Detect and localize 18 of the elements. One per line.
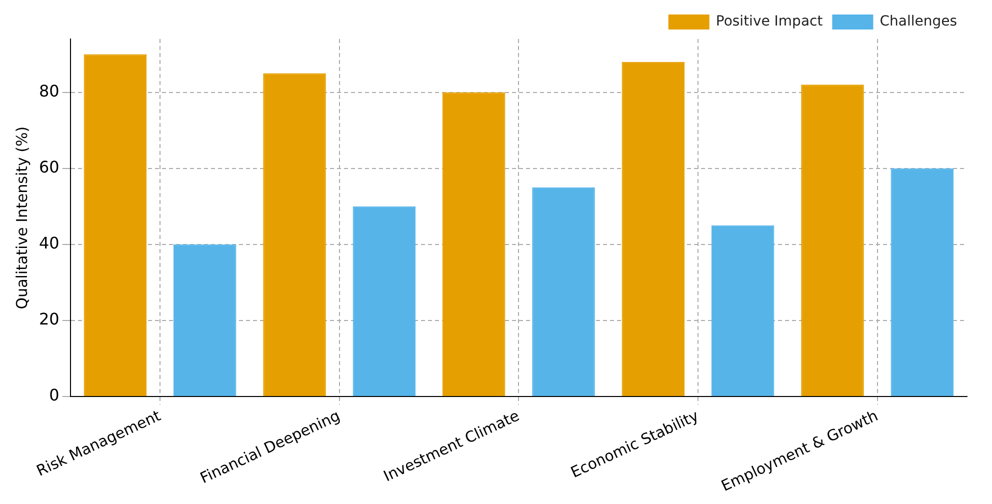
bar <box>622 62 685 396</box>
y-tick-label: 60 <box>39 158 60 176</box>
bar <box>801 84 864 396</box>
bar <box>442 92 506 396</box>
y-tick-label: 40 <box>39 234 60 253</box>
legend-label: Challenges <box>880 14 958 30</box>
y-tick-label: 80 <box>39 81 60 100</box>
y-axis-title: Qualitative Intensity (%) <box>12 126 31 310</box>
y-tick-label: 0 <box>49 386 60 405</box>
bar <box>173 244 236 396</box>
bar <box>890 168 954 396</box>
legend-label: Positive Impact <box>716 14 824 30</box>
bar <box>352 206 416 396</box>
y-tick-label: 20 <box>39 310 60 329</box>
bar <box>532 187 595 396</box>
bar <box>84 54 147 396</box>
bar <box>263 73 326 396</box>
bar <box>711 225 774 396</box>
